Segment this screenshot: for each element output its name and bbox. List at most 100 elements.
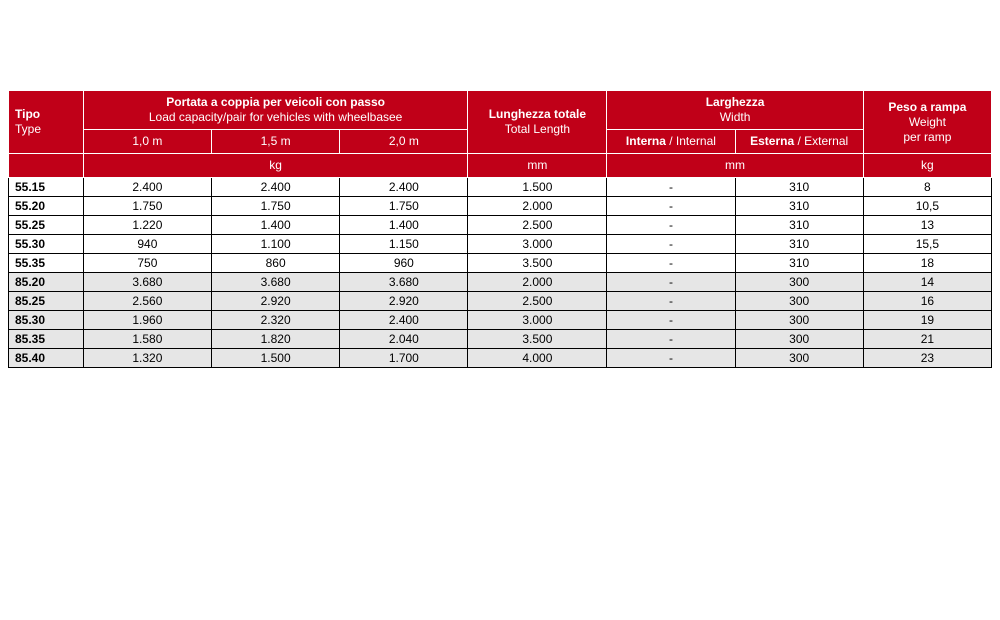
table-row: 55.357508609603.500-31018 bbox=[9, 254, 992, 273]
cell-int: - bbox=[607, 349, 735, 368]
cell-ext: 310 bbox=[735, 235, 863, 254]
cell-len: 1.500 bbox=[468, 178, 607, 197]
spec-table: Tipo Type Portata a coppia per veicoli c… bbox=[8, 90, 992, 368]
cell-c15: 1.400 bbox=[212, 216, 340, 235]
cell-c20: 3.680 bbox=[340, 273, 468, 292]
cell-c10: 2.400 bbox=[83, 178, 211, 197]
hdr-portata-it: Portata a coppia per veicoli con passo bbox=[166, 95, 385, 109]
table-row: 85.301.9602.3202.4003.000-30019 bbox=[9, 311, 992, 330]
cell-wt: 21 bbox=[863, 330, 991, 349]
cell-c20: 1.150 bbox=[340, 235, 468, 254]
hdr-esterna-it: Esterna bbox=[750, 134, 794, 148]
cell-c15: 860 bbox=[212, 254, 340, 273]
cell-c15: 1.750 bbox=[212, 197, 340, 216]
cell-int: - bbox=[607, 197, 735, 216]
hdr-portata: Portata a coppia per veicoli con passo L… bbox=[83, 91, 468, 130]
cell-c20: 960 bbox=[340, 254, 468, 273]
type: 55.20 bbox=[9, 197, 84, 216]
cell-wt: 10,5 bbox=[863, 197, 991, 216]
type: 85.20 bbox=[9, 273, 84, 292]
type: 85.40 bbox=[9, 349, 84, 368]
type: 55.25 bbox=[9, 216, 84, 235]
table-row: 55.309401.1001.1503.000-31015,5 bbox=[9, 235, 992, 254]
cell-len: 2.500 bbox=[468, 292, 607, 311]
cell-int: - bbox=[607, 178, 735, 197]
cell-ext: 310 bbox=[735, 178, 863, 197]
cell-c10: 940 bbox=[83, 235, 211, 254]
cell-c20: 2.400 bbox=[340, 311, 468, 330]
cell-ext: 310 bbox=[735, 216, 863, 235]
table-row: 55.251.2201.4001.4002.500-31013 bbox=[9, 216, 992, 235]
cell-wt: 15,5 bbox=[863, 235, 991, 254]
cell-wt: 16 bbox=[863, 292, 991, 311]
type: 85.30 bbox=[9, 311, 84, 330]
cell-int: - bbox=[607, 330, 735, 349]
hdr-15m: 1,5 m bbox=[212, 130, 340, 154]
cell-c20: 2.040 bbox=[340, 330, 468, 349]
hdr-units-mm-w: mm bbox=[607, 154, 863, 178]
cell-len: 3.000 bbox=[468, 235, 607, 254]
hdr-peso: Peso a rampa Weight per ramp bbox=[863, 91, 991, 154]
cell-int: - bbox=[607, 254, 735, 273]
hdr-esterna: Esterna / External bbox=[735, 130, 863, 154]
cell-len: 2.500 bbox=[468, 216, 607, 235]
cell-c10: 1.580 bbox=[83, 330, 211, 349]
hdr-interna-en: / Internal bbox=[666, 134, 716, 148]
table-row: 55.201.7501.7501.7502.000-31010,5 bbox=[9, 197, 992, 216]
cell-c10: 1.750 bbox=[83, 197, 211, 216]
hdr-units-mm-len: mm bbox=[468, 154, 607, 178]
cell-c15: 1.820 bbox=[212, 330, 340, 349]
hdr-units-kg-wt: kg bbox=[863, 154, 991, 178]
type: 55.15 bbox=[9, 178, 84, 197]
hdr-tipo-it: Tipo bbox=[15, 107, 40, 121]
hdr-larghezza-en: Width bbox=[720, 110, 751, 124]
cell-int: - bbox=[607, 311, 735, 330]
cell-ext: 300 bbox=[735, 292, 863, 311]
hdr-peso-en1: Weight bbox=[909, 115, 946, 129]
cell-c15: 2.320 bbox=[212, 311, 340, 330]
hdr-interna: Interna / Internal bbox=[607, 130, 735, 154]
hdr-peso-it: Peso a rampa bbox=[888, 100, 966, 114]
cell-c10: 1.220 bbox=[83, 216, 211, 235]
table-body: 55.152.4002.4002.4001.500-310855.201.750… bbox=[9, 178, 992, 368]
cell-ext: 300 bbox=[735, 311, 863, 330]
cell-ext: 300 bbox=[735, 273, 863, 292]
cell-wt: 23 bbox=[863, 349, 991, 368]
cell-ext: 300 bbox=[735, 349, 863, 368]
cell-len: 3.500 bbox=[468, 330, 607, 349]
type: 85.25 bbox=[9, 292, 84, 311]
hdr-lunghezza-it: Lunghezza totale bbox=[489, 107, 586, 121]
table-row: 85.351.5801.8202.0403.500-30021 bbox=[9, 330, 992, 349]
cell-int: - bbox=[607, 273, 735, 292]
type: 85.35 bbox=[9, 330, 84, 349]
cell-ext: 310 bbox=[735, 254, 863, 273]
cell-len: 2.000 bbox=[468, 273, 607, 292]
cell-c20: 2.920 bbox=[340, 292, 468, 311]
cell-wt: 8 bbox=[863, 178, 991, 197]
table-container: Tipo Type Portata a coppia per veicoli c… bbox=[8, 90, 992, 368]
cell-c15: 1.500 bbox=[212, 349, 340, 368]
hdr-interna-it: Interna bbox=[626, 134, 666, 148]
table-header: Tipo Type Portata a coppia per veicoli c… bbox=[9, 91, 992, 178]
table-row: 55.152.4002.4002.4001.500-3108 bbox=[9, 178, 992, 197]
cell-wt: 13 bbox=[863, 216, 991, 235]
hdr-20m: 2,0 m bbox=[340, 130, 468, 154]
cell-ext: 300 bbox=[735, 330, 863, 349]
cell-len: 3.500 bbox=[468, 254, 607, 273]
table-row: 85.401.3201.5001.7004.000-30023 bbox=[9, 349, 992, 368]
cell-c15: 2.400 bbox=[212, 178, 340, 197]
hdr-units-kg: kg bbox=[83, 154, 468, 178]
cell-c10: 1.320 bbox=[83, 349, 211, 368]
cell-c10: 1.960 bbox=[83, 311, 211, 330]
cell-len: 4.000 bbox=[468, 349, 607, 368]
cell-wt: 19 bbox=[863, 311, 991, 330]
cell-c20: 1.700 bbox=[340, 349, 468, 368]
hdr-portata-en: Load capacity/pair for vehicles with whe… bbox=[149, 110, 402, 124]
hdr-units-blank bbox=[9, 154, 84, 178]
cell-c20: 1.400 bbox=[340, 216, 468, 235]
cell-len: 2.000 bbox=[468, 197, 607, 216]
hdr-lunghezza: Lunghezza totale Total Length bbox=[468, 91, 607, 154]
hdr-lunghezza-en: Total Length bbox=[505, 122, 570, 136]
type: 55.30 bbox=[9, 235, 84, 254]
cell-c15: 3.680 bbox=[212, 273, 340, 292]
